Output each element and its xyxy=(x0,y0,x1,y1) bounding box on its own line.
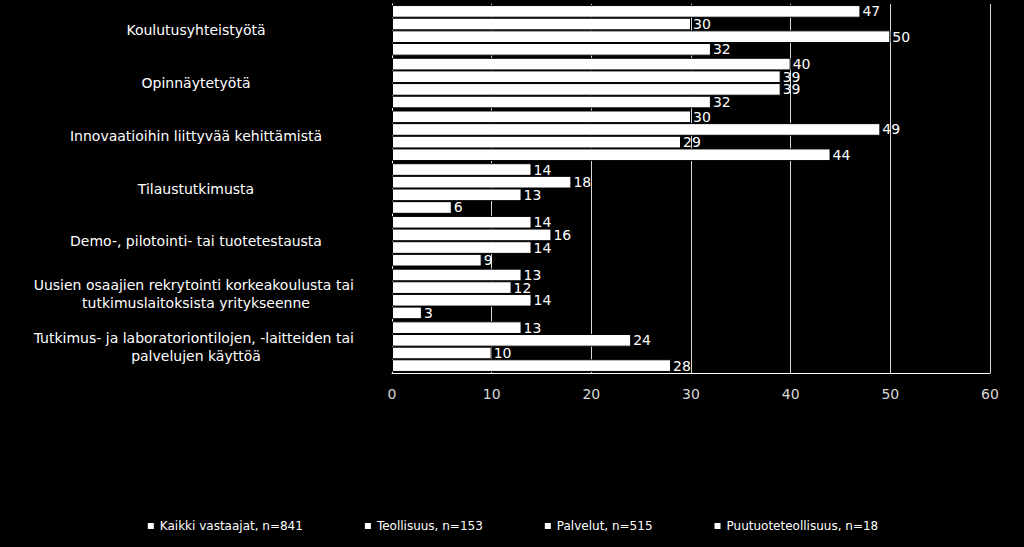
svg-text:18: 18 xyxy=(573,174,591,190)
svg-text:Koulutusyhteistyötä: Koulutusyhteistyötä xyxy=(126,22,265,38)
svg-text:Puutuoteteollisuus, n=18: Puutuoteteollisuus, n=18 xyxy=(727,519,879,533)
svg-text:47: 47 xyxy=(862,3,880,19)
svg-text:Tilaustutkimusta: Tilaustutkimusta xyxy=(137,181,254,197)
svg-text:Palvelut, n=515: Palvelut, n=515 xyxy=(557,519,653,533)
svg-text:40: 40 xyxy=(782,386,800,402)
svg-text:14: 14 xyxy=(534,162,552,178)
svg-text:Teollisuus, n=153: Teollisuus, n=153 xyxy=(376,519,483,533)
svg-text:50: 50 xyxy=(892,29,910,45)
svg-text:palvelujen käyttöä: palvelujen käyttöä xyxy=(131,348,261,364)
svg-text:Tutkimus- ja laboratoriontiloj: Tutkimus- ja laboratoriontilojen, -laitt… xyxy=(33,330,359,346)
svg-text:tutkimuslaitoksista yritykseen: tutkimuslaitoksista yritykseenne xyxy=(82,295,310,311)
svg-text:30: 30 xyxy=(693,109,711,125)
svg-text:14: 14 xyxy=(534,214,552,230)
svg-text:6: 6 xyxy=(454,199,463,215)
svg-text:Demo-, pilotointi- tai tuotete: Demo-, pilotointi- tai tuotetestausta xyxy=(70,233,322,249)
svg-text:0: 0 xyxy=(388,386,397,402)
svg-text:3: 3 xyxy=(424,305,433,321)
svg-text:39: 39 xyxy=(783,81,801,97)
svg-text:Innovaatioihin liittyvää kehit: Innovaatioihin liittyvää kehittämistä xyxy=(70,128,322,144)
svg-text:60: 60 xyxy=(981,386,999,402)
svg-text:14: 14 xyxy=(534,292,552,308)
svg-text:24: 24 xyxy=(633,332,651,348)
svg-text:20: 20 xyxy=(582,386,600,402)
svg-text:13: 13 xyxy=(523,267,542,283)
svg-text:14: 14 xyxy=(534,240,552,256)
svg-text:30: 30 xyxy=(693,16,711,32)
svg-text:Opinnäytetyötä: Opinnäytetyötä xyxy=(142,75,251,91)
svg-text:13: 13 xyxy=(524,320,542,336)
svg-text:Uusien osaajien rekrytointi ko: Uusien osaajien rekrytointi korkeakoulus… xyxy=(34,277,359,293)
svg-text:40: 40 xyxy=(792,56,811,73)
svg-text:9: 9 xyxy=(484,252,493,268)
svg-text:10: 10 xyxy=(483,386,501,402)
svg-text:29: 29 xyxy=(683,134,701,150)
svg-text:Kaikki vastaajat, n=841: Kaikki vastaajat, n=841 xyxy=(160,519,303,533)
svg-text:39: 39 xyxy=(782,68,801,85)
svg-text:12: 12 xyxy=(514,280,532,296)
svg-text:32: 32 xyxy=(713,94,731,110)
svg-text:50: 50 xyxy=(881,386,899,402)
svg-text:44: 44 xyxy=(833,147,851,163)
svg-text:28: 28 xyxy=(673,358,691,374)
svg-text:30: 30 xyxy=(682,386,700,402)
svg-text:13: 13 xyxy=(524,187,542,203)
svg-text:32: 32 xyxy=(713,41,731,57)
svg-text:16: 16 xyxy=(553,227,571,243)
svg-text:10: 10 xyxy=(494,345,512,361)
svg-text:49: 49 xyxy=(882,121,900,137)
